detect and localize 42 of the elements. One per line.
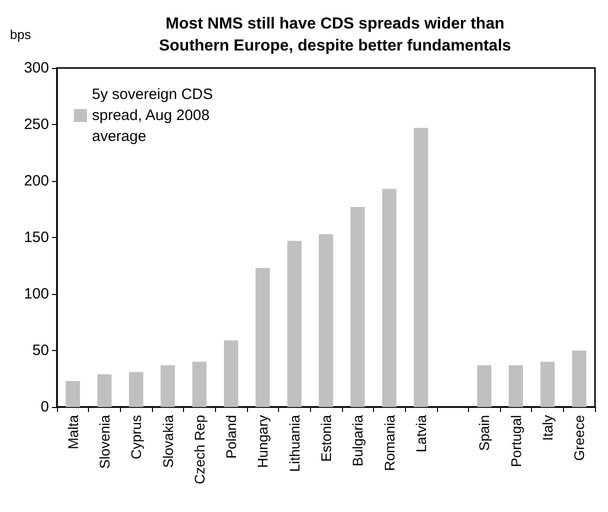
y-tick-label: 50 — [32, 342, 49, 359]
x-tick-label: Estonia — [318, 414, 334, 462]
x-tick-label: Czech Rep — [191, 414, 208, 484]
bar — [350, 206, 365, 407]
legend-label: 5y sovereign CDS spread, Aug 2008 average — [92, 86, 213, 145]
x-tick-label: Spain — [476, 415, 492, 451]
bar — [477, 365, 492, 407]
y-tick-label: 100 — [24, 286, 49, 302]
y-tick-label: 250 — [24, 116, 49, 133]
x-tick-label: Romania — [381, 414, 398, 472]
x-tick-label: Latvia — [412, 414, 429, 452]
bar — [382, 188, 396, 407]
y-axis-title: bps — [10, 27, 32, 42]
x-tick-label: Hungary — [254, 415, 271, 468]
y-tick-label: 0 — [40, 398, 49, 416]
y-tick-label: 150 — [24, 229, 49, 246]
bar — [287, 240, 302, 407]
x-tick-label: Bulgaria — [350, 414, 366, 466]
x-tick-label: Italy — [540, 415, 556, 441]
x-tick-label: Portugal — [508, 415, 524, 468]
bar — [224, 340, 238, 407]
x-tick-label: Cyprus — [128, 415, 144, 460]
bar — [540, 362, 555, 407]
bar — [414, 128, 428, 407]
y-tick-label: 200 — [24, 172, 49, 190]
y-tick-label: 300 — [24, 60, 49, 76]
bar — [318, 234, 334, 407]
bar — [256, 268, 270, 407]
bar — [66, 381, 80, 407]
x-tick-label: Slovakia — [160, 414, 176, 468]
bar — [508, 365, 524, 407]
x-tick-label: Malta — [64, 414, 81, 450]
x-tick-label: Lithuania — [286, 414, 302, 472]
chart-title: Most NMS still have CDS spreads wider than Southern Europe, despite better fundamentals — [158, 16, 512, 54]
bar — [97, 374, 112, 407]
x-tick-label: Greece — [571, 414, 588, 461]
x-tick-label: Poland — [223, 415, 240, 459]
bar — [160, 365, 175, 407]
x-tick-label: Slovenia — [96, 414, 112, 469]
bar — [192, 362, 207, 407]
bar — [572, 350, 586, 407]
bar — [128, 372, 144, 407]
